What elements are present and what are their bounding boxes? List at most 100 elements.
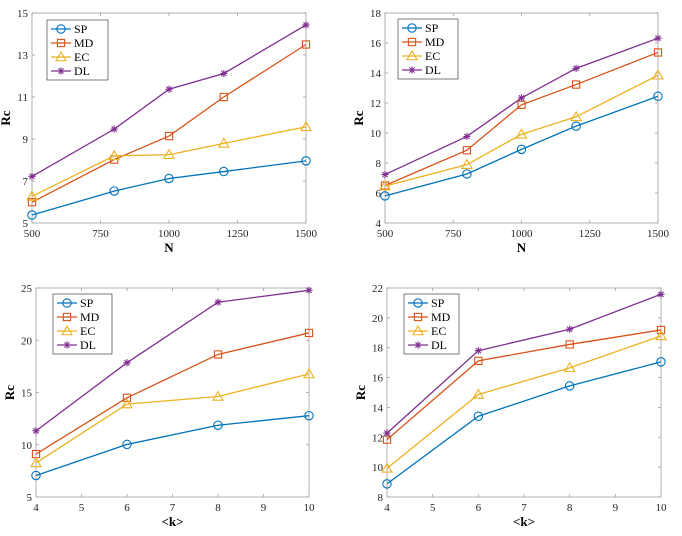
y-tick-label: 5 <box>27 492 33 504</box>
legend-entry-dl: DL <box>51 64 90 78</box>
legend-label: SP <box>425 21 439 35</box>
point-ec <box>460 158 473 169</box>
x-tick-label: 8 <box>215 502 221 514</box>
point-sp <box>219 166 229 177</box>
point-md <box>565 340 574 349</box>
point-sp <box>122 439 132 450</box>
legend-marker <box>57 67 65 75</box>
x-tick-label: 7 <box>521 502 527 514</box>
legend-entry-md: MD <box>57 310 100 324</box>
y-tick-label: 14 <box>370 68 382 80</box>
y-tick-label: 22 <box>372 283 383 295</box>
y-tick-label: 13 <box>17 50 29 62</box>
x-tick-label: 6 <box>476 502 482 514</box>
legend-label: SP <box>80 296 94 310</box>
y-tick-label: 18 <box>370 8 382 20</box>
legend-label: DL <box>431 338 447 352</box>
legend-box <box>403 293 460 355</box>
legend-marker <box>407 37 417 47</box>
point-sp <box>27 210 37 220</box>
point-dl <box>381 170 389 179</box>
x-axis-label: <k> <box>513 514 535 529</box>
point-ec <box>163 148 175 160</box>
x-axis-label: N <box>517 240 527 255</box>
legend-entry-ec: EC <box>402 49 440 63</box>
y-tick-label: 5 <box>23 218 29 230</box>
point-md <box>474 356 483 366</box>
y-axis-label: Rc <box>2 385 17 400</box>
y-tick-label: 8 <box>378 492 384 504</box>
legend-marker <box>55 50 67 62</box>
line-sp <box>31 160 307 216</box>
series-dl <box>381 34 662 179</box>
legend-entry-sp: SP <box>57 296 94 310</box>
series-ec <box>26 120 312 201</box>
point-dl <box>566 325 574 333</box>
point-md <box>213 350 223 359</box>
legend-entry-ec: EC <box>408 324 446 338</box>
line-dl <box>35 289 310 432</box>
legend-label: DL <box>425 63 441 77</box>
legend-label: MD <box>425 35 445 49</box>
point-md <box>304 328 314 338</box>
legend-label: EC <box>80 324 95 338</box>
line-dl <box>386 293 662 434</box>
series-sp <box>382 357 666 489</box>
point-sp <box>301 156 311 166</box>
y-tick-label: 10 <box>21 440 33 452</box>
point-md <box>462 146 472 155</box>
line-sp <box>384 95 659 197</box>
point-sp <box>31 470 41 481</box>
x-tick-label: 7 <box>170 502 176 514</box>
point-dl <box>214 298 222 306</box>
y-tick-label: 12 <box>370 98 381 110</box>
x-tick-label: 10 <box>304 502 316 514</box>
point-sp <box>516 144 527 155</box>
series-sp <box>380 91 663 201</box>
y-axis-label: Rc <box>351 110 366 125</box>
y-axis-label: Rc <box>0 110 13 125</box>
y-tick-label: 10 <box>372 462 384 474</box>
legend-label: DL <box>80 338 96 352</box>
x-tick-label: 4 <box>384 502 390 514</box>
legend-marker <box>412 324 424 336</box>
legend-marker <box>62 298 72 308</box>
legend-entry-ec: EC <box>57 324 95 338</box>
line-sp <box>35 415 310 477</box>
point-ec <box>30 456 42 468</box>
series-dl <box>28 21 310 180</box>
point-sp <box>109 186 119 196</box>
point-dl <box>123 359 131 367</box>
point-sp <box>473 411 484 421</box>
line-md <box>31 43 307 203</box>
point-ec <box>379 179 391 191</box>
legend-marker <box>414 341 422 349</box>
point-sp <box>304 410 314 421</box>
y-tick-label: 16 <box>372 373 384 385</box>
legend-marker <box>413 298 423 308</box>
legend-entry-md: MD <box>51 36 94 50</box>
point-ec <box>303 367 315 379</box>
y-tick-label: 4 <box>376 218 382 230</box>
point-sp <box>213 420 223 430</box>
legend-marker <box>56 24 66 34</box>
x-tick-label: 10 <box>656 502 668 514</box>
series-dl <box>383 290 665 437</box>
legend-entry-dl: DL <box>408 338 447 352</box>
legend-label: SP <box>74 22 88 36</box>
x-tick-label: 9 <box>613 502 619 514</box>
point-sp <box>656 357 666 367</box>
y-tick-label: 10 <box>370 128 382 140</box>
x-tick-label: 8 <box>567 502 573 514</box>
y-axis-label: Rc <box>353 385 368 400</box>
point-ec <box>108 149 121 161</box>
legend-marker <box>61 324 73 336</box>
y-tick-label: 15 <box>21 388 33 400</box>
line-md <box>386 329 662 441</box>
point-md <box>653 48 663 57</box>
series-ec <box>381 329 667 473</box>
point-dl <box>220 69 228 78</box>
